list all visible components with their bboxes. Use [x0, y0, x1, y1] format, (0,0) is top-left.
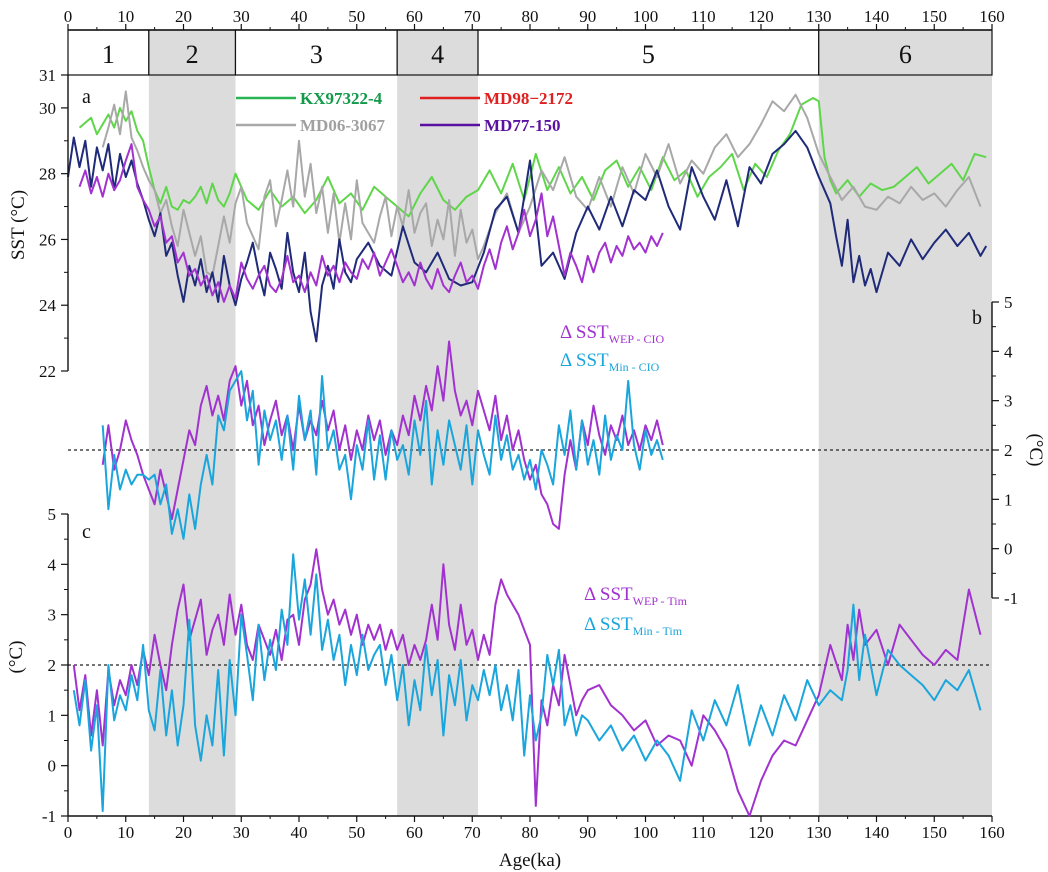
y-tick-label-b: 3 [1004, 392, 1013, 411]
stage-bar: 1 2 3 4 5 6 [67, 29, 993, 76]
stage-label-2: 2 [186, 40, 199, 69]
panel-c: -1 0 1 2 3 4 5 c (°C) Δ SSTWEP - Tim Δ SSTMin - Ti… [6, 505, 992, 826]
legend-label-a: MD98−2172 [484, 89, 573, 108]
legend-label-c: Δ SSTWEP - Tim [584, 584, 688, 608]
top-tick-label: 140 [864, 7, 890, 26]
y-tick-label-c: 3 [48, 606, 57, 625]
y-axis-title-c: (°C) [6, 641, 27, 674]
legend-label-a: MD06-3067 [300, 116, 385, 135]
stage-box-5 [477, 29, 820, 76]
y-tick-label-c: -1 [42, 807, 56, 826]
stage-box-2 [148, 29, 237, 76]
bottom-tick-label: 0 [64, 823, 73, 842]
bottom-tick-label: 80 [522, 823, 539, 842]
y-tick-label-c: 1 [48, 706, 57, 725]
top-tick-label: 120 [748, 7, 774, 26]
top-tick-label: 20 [175, 7, 192, 26]
y-tick-label-b: 1 [1004, 490, 1013, 509]
y-tick-label-b: 5 [1004, 293, 1013, 312]
top-tick-label: 0 [64, 7, 73, 26]
top-tick-label: 30 [233, 7, 250, 26]
series-line-c-1 [72, 553, 982, 812]
bottom-tick-label: 60 [406, 823, 423, 842]
top-tick-label: 70 [464, 7, 481, 26]
y-tick-label-c: 0 [48, 757, 57, 776]
x-axis-label: Age(ka) [499, 850, 561, 871]
y-tick-label-c: 2 [48, 656, 57, 675]
bottom-tick-label: 130 [806, 823, 832, 842]
panel-label-b: b [972, 307, 982, 329]
y-tick-label-a: 26 [39, 230, 56, 249]
y-axis-title-b: (°C) [1025, 434, 1046, 467]
panel-a: 22 24 26 28 30 31 a SST (°C) KX97322-4 MD98−2172 M… [8, 66, 988, 381]
legend-label-a: KX97322-4 [300, 89, 383, 108]
top-tick-label: 50 [348, 7, 365, 26]
stage-box-4 [396, 29, 479, 76]
top-tick-label: 80 [522, 7, 539, 26]
y-tick-label-a: 31 [39, 66, 56, 85]
y-tick-label-a: 22 [39, 362, 56, 381]
stage-label-1: 1 [102, 40, 115, 69]
legend-label-b: Δ SSTWEP - CIO [560, 322, 665, 346]
bottom-tick-label: 160 [979, 823, 1005, 842]
y-tick-label-b: 2 [1004, 441, 1013, 460]
series-line-a-0 [78, 97, 987, 218]
y-tick-label-c: 4 [48, 555, 57, 574]
bottom-tick-label: 20 [175, 823, 192, 842]
panel-b: -1 0 1 2 3 4 5 b (°C) Δ SSTWEP - CIO Δ SSTMin - CI… [68, 293, 1046, 608]
panel-label-c: c [82, 521, 91, 543]
top-tick-label: 10 [117, 7, 134, 26]
legend-label-b: Δ SSTMin - CIO [560, 350, 660, 374]
series-line-c-0 [72, 548, 982, 817]
bottom-tick-label: 140 [864, 823, 890, 842]
stage-shade-2 [148, 75, 236, 816]
top-tick-label: 90 [579, 7, 596, 26]
bottom-tick-label: 10 [117, 823, 134, 842]
bottom-tick-label: 90 [579, 823, 596, 842]
bottom-tick-label: 50 [348, 823, 365, 842]
y-tick-label-b: 0 [1004, 540, 1013, 559]
bottom-tick-label: 70 [464, 823, 481, 842]
series-line-b-0 [101, 340, 664, 530]
stage-box-6 [818, 29, 993, 76]
y-tick-label-b: -1 [1004, 589, 1018, 608]
y-tick-label-c: 5 [48, 505, 57, 524]
top-tick-label: 100 [633, 7, 659, 26]
bottom-tick-label: 120 [748, 823, 774, 842]
stage-label-3: 3 [310, 40, 323, 69]
bottom-tick-label: 30 [233, 823, 250, 842]
series-line-a-2 [67, 129, 988, 343]
top-tick-label: 110 [691, 7, 716, 26]
stage-label-4: 4 [431, 40, 444, 69]
stage-label-5: 5 [642, 40, 655, 69]
age-axis: 0 0 10 10 20 20 30 30 40 40 50 50 60 60 70 70 80 80 90 90 10… [64, 7, 1005, 871]
series-line-a-1 [101, 90, 982, 277]
series-line-a-3 [78, 143, 664, 303]
series-line-b-1 [101, 370, 664, 540]
y-tick-label-a: 28 [39, 165, 56, 184]
panel-label-a: a [82, 86, 91, 108]
bottom-tick-label: 150 [922, 823, 948, 842]
top-tick-label: 60 [406, 7, 423, 26]
top-tick-label: 160 [979, 7, 1005, 26]
legend-label-a: MD77-150 [484, 116, 560, 135]
bottom-tick-label: 40 [291, 823, 308, 842]
top-tick-label: 150 [922, 7, 948, 26]
top-tick-label: 40 [291, 7, 308, 26]
y-tick-label-b: 4 [1004, 342, 1013, 361]
legend-label-c: Δ SSTMin - Tim [584, 614, 683, 638]
stage-shade-6 [818, 75, 992, 816]
y-tick-label-a: 30 [39, 99, 56, 118]
top-tick-label: 130 [806, 7, 832, 26]
stage-label-6: 6 [899, 40, 912, 69]
bottom-tick-label: 100 [633, 823, 659, 842]
bottom-tick-label: 110 [691, 823, 716, 842]
y-axis-title-a: SST (°C) [8, 190, 29, 260]
y-tick-label-a: 24 [39, 296, 57, 315]
